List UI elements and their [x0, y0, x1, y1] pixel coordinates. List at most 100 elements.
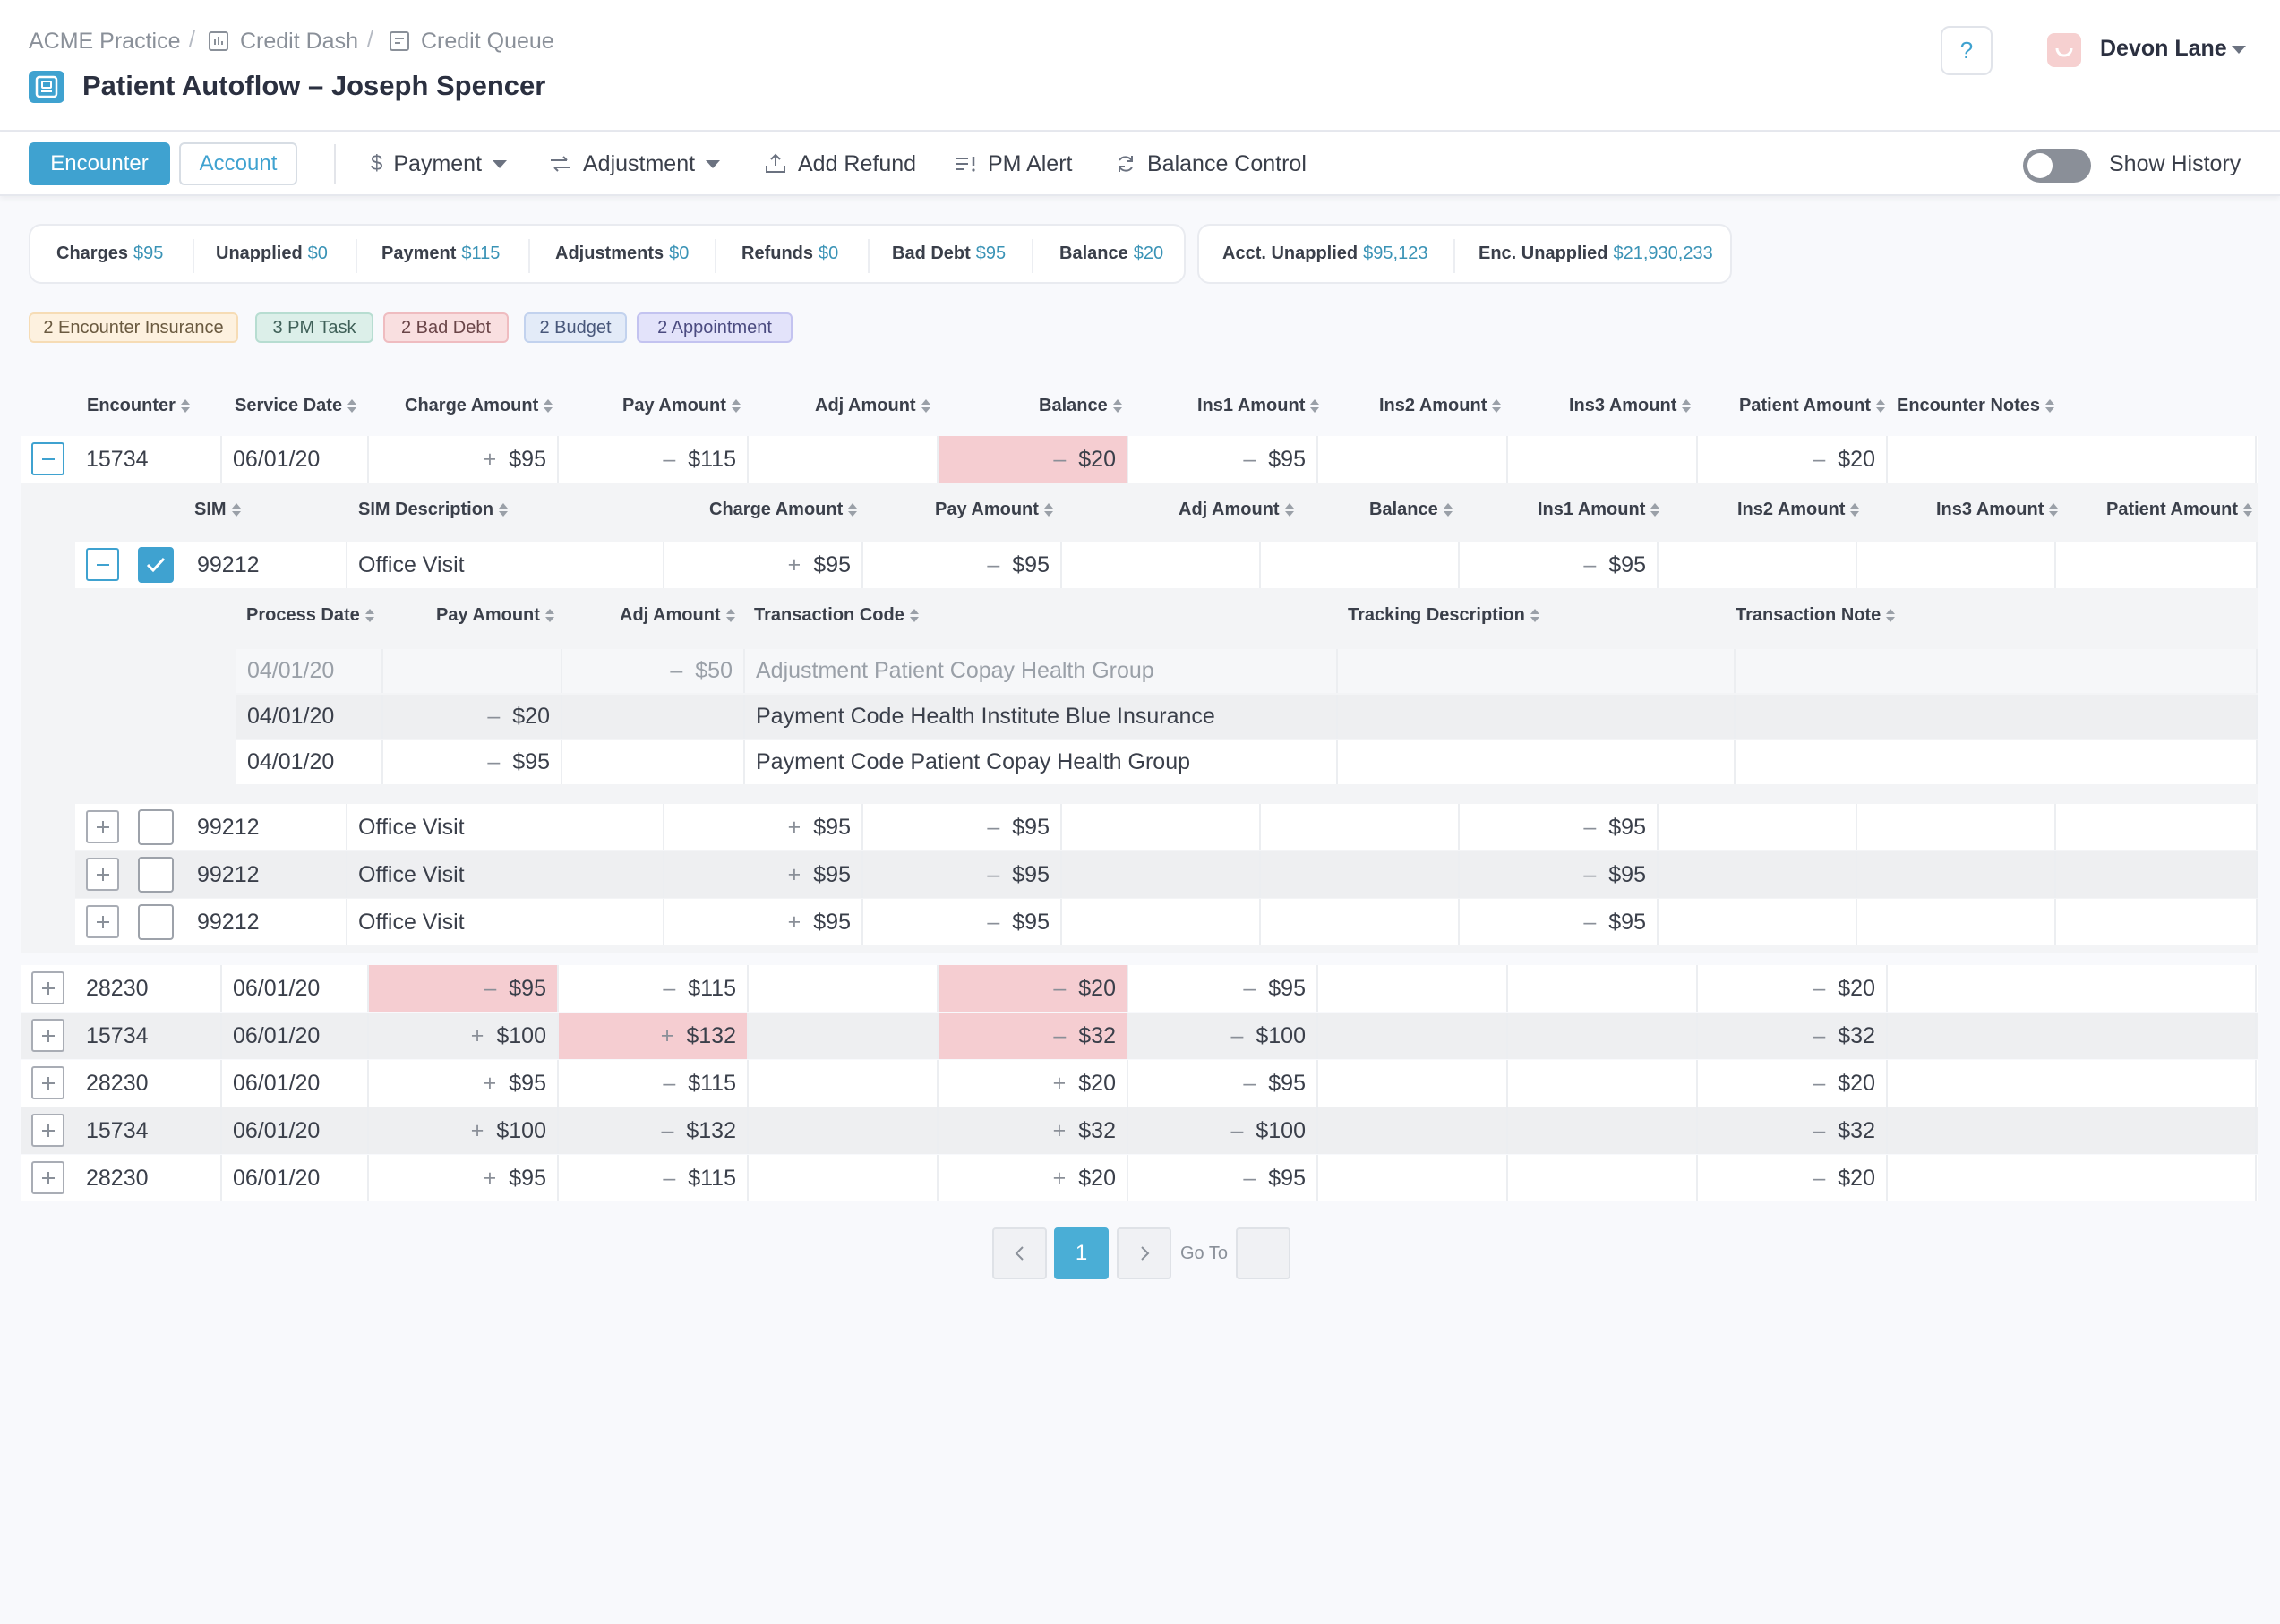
sim-row[interactable]: 99212 Office Visit + $95– $95– $95 — [75, 542, 2258, 588]
minus-sign: – — [1813, 1117, 1826, 1143]
show-history-toggle[interactable] — [2023, 149, 2091, 183]
tag-budget[interactable]: 2 Budget — [524, 312, 627, 343]
transaction-cell-tracking — [1338, 695, 1736, 739]
transaction-row[interactable]: 04/01/20 – $50 Adjustment Patient Copay Hea… — [236, 649, 2258, 693]
encounter-cell-notes — [1888, 1155, 2257, 1201]
column-header-label: Adj Amount — [620, 605, 721, 625]
row-checkbox[interactable] — [138, 547, 174, 583]
expand-button[interactable] — [31, 1114, 64, 1147]
help-button[interactable]: ? — [1941, 26, 1993, 75]
amount-value: $95 — [1608, 551, 1646, 577]
encounter-header-3[interactable]: Pay Amount — [622, 396, 741, 416]
expand-button[interactable] — [31, 1066, 64, 1099]
transaction-header-5[interactable]: Transaction Note — [1736, 605, 1896, 626]
sim-header-9[interactable]: Patient Amount — [2106, 500, 2253, 520]
encounter-header-0[interactable]: Encounter — [87, 396, 190, 416]
sim-header-8[interactable]: Ins3 Amount — [1936, 500, 2059, 520]
encounter-header-9[interactable]: Patient Amount — [1739, 396, 1886, 416]
expand-button[interactable] — [31, 1019, 64, 1052]
expand-button[interactable] — [86, 905, 119, 938]
sim-row[interactable]: 99212 Office Visit + $95– $95– $95 — [75, 804, 2258, 850]
collapse-button[interactable] — [31, 442, 64, 475]
sim-header-2[interactable]: Charge Amount — [709, 500, 858, 520]
sim-header-7[interactable]: Ins2 Amount — [1737, 500, 1860, 520]
expand-button[interactable] — [31, 1161, 64, 1194]
sim-cell-patient — [2056, 899, 2258, 945]
avatar[interactable] — [2047, 33, 2081, 67]
sim-row[interactable]: 99212 Office Visit + $95– $95– $95 — [75, 899, 2258, 945]
breadcrumb-item-label[interactable]: Credit Queue — [421, 28, 554, 54]
transaction-header-1[interactable]: Pay Amount — [436, 605, 554, 626]
row-checkbox[interactable] — [138, 857, 174, 893]
breadcrumb-item-label[interactable]: Credit Dash — [240, 28, 358, 54]
sim-header-6[interactable]: Ins1 Amount — [1538, 500, 1660, 520]
tag-appointment[interactable]: 2 Appointment — [637, 312, 793, 343]
encounter-header-5[interactable]: Balance — [1039, 396, 1122, 416]
encounter-header-1[interactable]: Service Date — [235, 396, 357, 416]
encounter-row[interactable]: 28230 06/01/20– $95– $115– $20– $95– $20 — [21, 965, 2258, 1012]
column-header-label: Encounter — [87, 396, 176, 415]
user-name[interactable]: Devon Lane — [2100, 36, 2227, 61]
tag-pm-task[interactable]: 3 PM Task — [255, 312, 373, 343]
breadcrumb-separator: / — [189, 27, 195, 52]
page-1-button[interactable]: 1 — [1054, 1227, 1109, 1279]
encounter-cell-balance: + $20 — [939, 1155, 1128, 1201]
sim-row[interactable]: 99212 Office Visit + $95– $95– $95 — [75, 851, 2258, 898]
row-checkbox[interactable] — [138, 904, 174, 940]
row-checkbox[interactable] — [138, 809, 174, 845]
encounter-header-8[interactable]: Ins3 Amount — [1569, 396, 1692, 416]
transaction-row[interactable]: 04/01/20 – $20 Payment Code Health Institut… — [236, 695, 2258, 739]
expand-button[interactable] — [31, 971, 64, 1004]
column-header-label: Ins2 Amount — [1737, 500, 1846, 519]
payment-dropdown[interactable]: $ Payment — [371, 148, 508, 180]
transaction-header-2[interactable]: Adj Amount — [620, 605, 735, 626]
collapse-button[interactable] — [86, 548, 119, 581]
encounter-header-6[interactable]: Ins1 Amount — [1197, 396, 1320, 416]
account-tab-button[interactable]: Account — [179, 142, 297, 185]
breadcrumb-item-label[interactable]: ACME Practice — [29, 28, 181, 54]
pm-alert-button[interactable]: PM Alert — [954, 148, 1072, 180]
sim-header-3[interactable]: Pay Amount — [935, 500, 1053, 520]
encounter-header-10[interactable]: Encounter Notes — [1897, 396, 2055, 416]
user-menu-caret-icon[interactable] — [2232, 46, 2246, 54]
go-to-page-input[interactable] — [1236, 1227, 1290, 1279]
encounter-row[interactable]: 15734 06/01/20 + $95– $115– $20– $95– $20 — [21, 436, 2258, 483]
adjustment-dropdown[interactable]: Adjustment — [549, 148, 721, 180]
expand-button[interactable] — [86, 858, 119, 891]
breadcrumb-credit-queue[interactable]: Credit Queue — [389, 27, 554, 56]
encounter-row[interactable]: 28230 06/01/20 + $95– $115 + $20– $95– $20 — [21, 1060, 2258, 1107]
sim-cell-sim: 99212 — [186, 804, 347, 850]
tag-encounter-insurance[interactable]: 2 Encounter Insurance — [29, 312, 238, 343]
sim-header-4[interactable]: Adj Amount — [1179, 500, 1294, 520]
transaction-header-0[interactable]: Process Date — [246, 605, 374, 626]
encounter-row[interactable]: 15734 06/01/20 + $100 + $132– $32– $100– $32 — [21, 1013, 2258, 1059]
sim-header-5[interactable]: Balance — [1369, 500, 1453, 520]
breadcrumb-acme-practice[interactable]: ACME Practice — [29, 27, 180, 56]
sim-cell-ins1: – $95 — [1460, 804, 1659, 850]
encounter-header-2[interactable]: Charge Amount — [405, 396, 553, 416]
encounter-header-7[interactable]: Ins2 Amount — [1379, 396, 1502, 416]
transaction-header-3[interactable]: Transaction Code — [754, 605, 919, 626]
chevron-left-icon — [1015, 1246, 1024, 1261]
encounter-row[interactable]: 15734 06/01/20 + $100– $132 + $32– $100– $32 — [21, 1107, 2258, 1154]
encounter-row[interactable]: 28230 06/01/20 + $95– $115 + $20– $95– $20 — [21, 1155, 2258, 1201]
transaction-header-4[interactable]: Tracking Description — [1348, 605, 1539, 626]
expand-button[interactable] — [86, 810, 119, 843]
add-refund-button[interactable]: Add Refund — [764, 148, 916, 180]
breadcrumb-credit-dash[interactable]: Credit Dash — [208, 27, 358, 56]
dollar-icon: $ — [371, 151, 383, 175]
balance-control-button[interactable]: Balance Control — [1115, 148, 1307, 180]
cell-value: Adjustment Patient Copay Health Group — [756, 658, 1154, 683]
summary-value: $0 — [307, 244, 328, 263]
sim-header-0[interactable]: SIM — [194, 500, 241, 520]
tag-bad-debt[interactable]: 2 Bad Debt — [383, 312, 509, 343]
summary-label: Charges — [56, 244, 129, 263]
encounter-header-4[interactable]: Adj Amount — [815, 396, 930, 416]
chevron-down-icon — [706, 159, 721, 168]
prev-page-button[interactable] — [992, 1227, 1047, 1279]
next-page-button[interactable] — [1117, 1227, 1171, 1279]
sim-header-1[interactable]: SIM Description — [358, 500, 509, 520]
sim-cell-sim: 99212 — [186, 899, 347, 945]
transaction-row[interactable]: 04/01/20 – $95 Payment Code Patient Copay H… — [236, 740, 2258, 784]
encounter-tab-button[interactable]: Encounter — [29, 142, 170, 185]
